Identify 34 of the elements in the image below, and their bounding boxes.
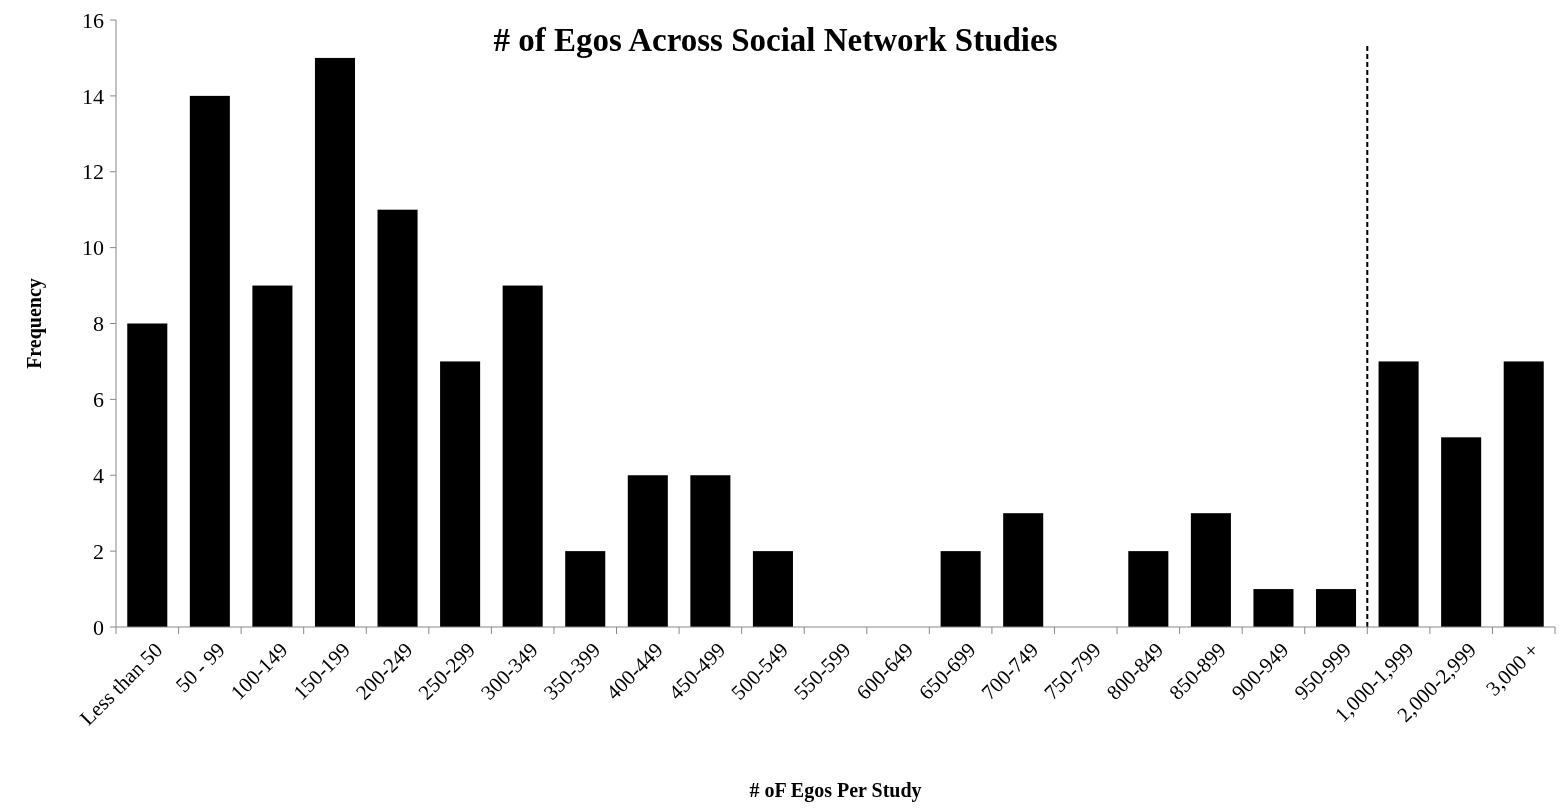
bar — [690, 475, 731, 627]
bar — [1003, 513, 1044, 627]
bar — [189, 95, 230, 627]
bar — [565, 551, 606, 627]
bar — [127, 323, 168, 627]
y-tick-label: 2 — [93, 538, 104, 564]
y-axis-title: Frequency — [23, 278, 46, 369]
bar — [314, 57, 355, 627]
bar — [1253, 589, 1294, 627]
bar — [1378, 361, 1419, 627]
y-tick-label: 10 — [82, 235, 104, 261]
bar — [440, 361, 481, 627]
bar — [1128, 551, 1169, 627]
bar — [752, 551, 793, 627]
bar — [1316, 589, 1357, 627]
bar — [627, 475, 668, 627]
bar — [940, 551, 981, 627]
y-tick-label: 12 — [82, 159, 104, 185]
bar — [377, 209, 418, 627]
x-tick-label: 50 - 99 — [170, 637, 230, 697]
chart-title: # of Egos Across Social Network Studies — [493, 22, 1058, 58]
y-tick-label: 0 — [93, 614, 104, 640]
y-tick-label: 8 — [93, 311, 104, 337]
x-axis-title: # oF Egos Per Study — [749, 779, 922, 802]
y-tick-label: 4 — [93, 462, 104, 488]
bar — [252, 285, 293, 627]
bar — [1190, 513, 1231, 627]
bar — [1441, 437, 1482, 627]
x-tick-label: Less than 50 — [75, 637, 168, 730]
y-tick-label: 16 — [82, 7, 104, 33]
y-tick-label: 6 — [93, 387, 104, 413]
bar — [1503, 361, 1544, 627]
y-tick-label: 14 — [82, 83, 104, 109]
bar — [502, 285, 543, 627]
